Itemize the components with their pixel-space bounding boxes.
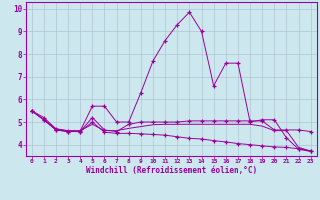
X-axis label: Windchill (Refroidissement éolien,°C): Windchill (Refroidissement éolien,°C) [86,166,257,175]
